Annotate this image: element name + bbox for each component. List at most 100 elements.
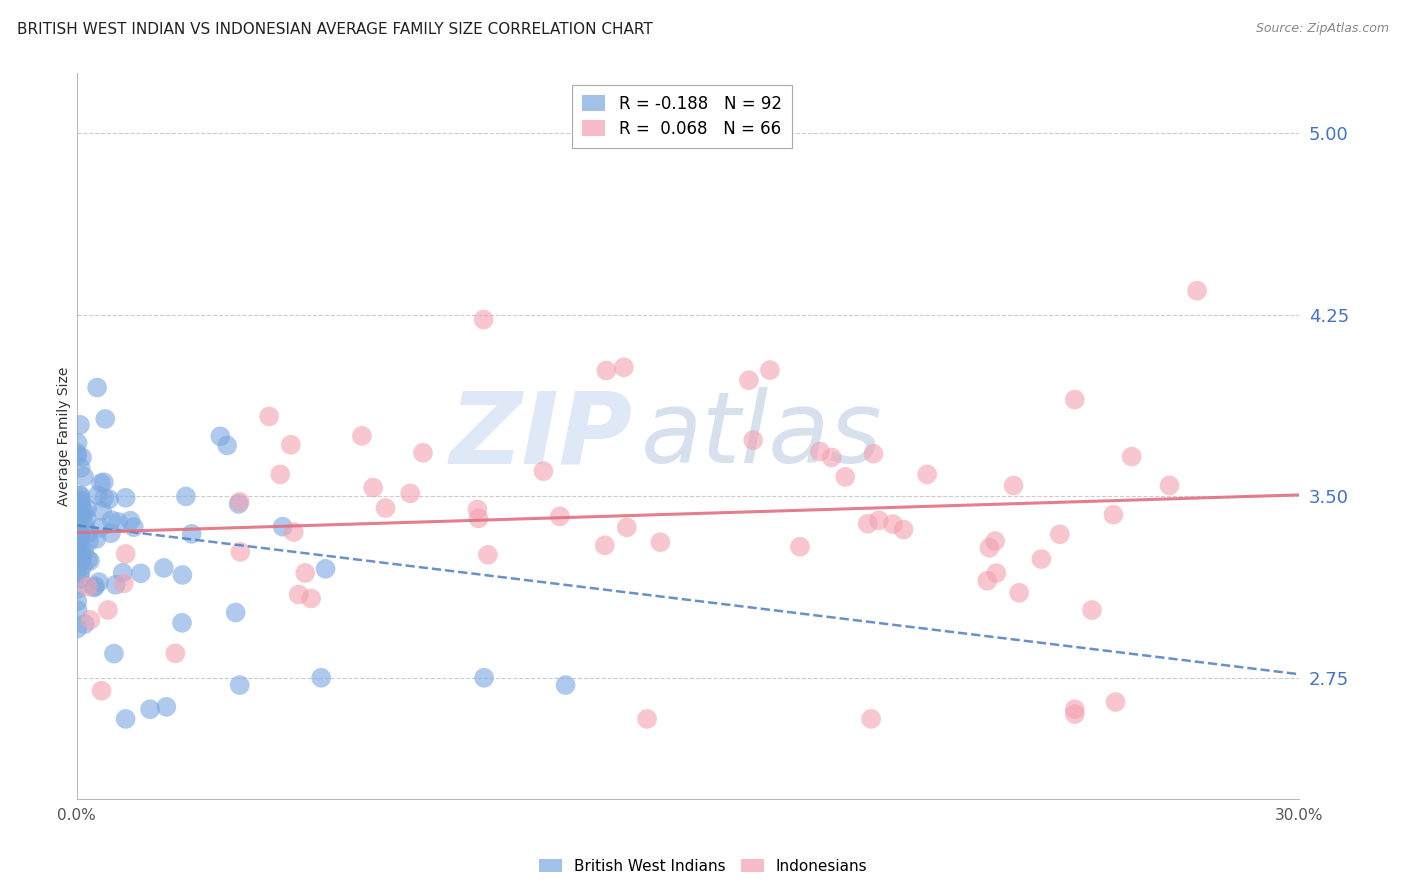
Point — [1049, 527, 1071, 541]
Point — [467, 511, 489, 525]
Point — [350, 429, 373, 443]
Point — [595, 363, 617, 377]
Point — [477, 548, 499, 562]
Point — [70, 549, 93, 564]
Point — [69, 489, 91, 503]
Point — [72, 558, 94, 573]
Point — [94, 412, 117, 426]
Point — [83, 581, 105, 595]
Point — [67, 526, 90, 541]
Point — [862, 447, 884, 461]
Point — [170, 615, 193, 630]
Point — [89, 521, 111, 535]
Point — [87, 575, 110, 590]
Point — [66, 446, 89, 460]
Point — [84, 532, 107, 546]
Legend: R = -0.188   N = 92, R =  0.068   N = 66: R = -0.188 N = 92, R = 0.068 N = 66 — [572, 85, 792, 147]
Point — [984, 534, 1007, 549]
Point — [129, 566, 152, 581]
Point — [269, 467, 291, 482]
Point — [67, 546, 90, 560]
Point — [73, 617, 96, 632]
Point — [361, 481, 384, 495]
Point — [93, 475, 115, 490]
Point — [84, 579, 107, 593]
Point — [1121, 450, 1143, 464]
Point — [165, 646, 187, 660]
Point — [271, 519, 294, 533]
Point — [69, 522, 91, 536]
Point — [114, 491, 136, 505]
Point — [100, 526, 122, 541]
Point — [1008, 586, 1031, 600]
Point — [229, 545, 252, 559]
Point — [66, 449, 89, 463]
Point — [91, 504, 114, 518]
Point — [76, 580, 98, 594]
Point — [73, 469, 96, 483]
Point — [67, 520, 90, 534]
Point — [66, 497, 89, 511]
Point — [90, 683, 112, 698]
Point — [104, 578, 127, 592]
Point — [66, 543, 89, 558]
Point — [69, 417, 91, 432]
Point — [738, 373, 761, 387]
Point — [155, 699, 177, 714]
Point — [66, 522, 89, 536]
Point — [111, 566, 134, 580]
Point — [93, 491, 115, 505]
Point — [1002, 478, 1025, 492]
Point — [821, 450, 844, 465]
Point — [650, 535, 672, 549]
Point — [893, 523, 915, 537]
Point — [79, 554, 101, 568]
Point — [114, 712, 136, 726]
Point — [979, 541, 1001, 555]
Point — [759, 363, 782, 377]
Point — [172, 568, 194, 582]
Point — [66, 594, 89, 608]
Point — [70, 508, 93, 523]
Point — [76, 511, 98, 525]
Point — [616, 520, 638, 534]
Point — [66, 533, 89, 547]
Point — [1063, 392, 1085, 407]
Point — [294, 566, 316, 580]
Point — [315, 562, 337, 576]
Point — [868, 513, 890, 527]
Point — [100, 513, 122, 527]
Point — [742, 433, 765, 447]
Point — [986, 566, 1008, 581]
Text: ZIP: ZIP — [450, 387, 633, 484]
Point — [1102, 508, 1125, 522]
Point — [225, 606, 247, 620]
Point — [98, 492, 121, 507]
Point — [70, 450, 93, 465]
Point — [66, 622, 89, 636]
Point — [66, 549, 89, 564]
Point — [139, 702, 162, 716]
Point — [86, 488, 108, 502]
Point — [76, 501, 98, 516]
Point — [531, 464, 554, 478]
Point — [122, 520, 145, 534]
Point — [758, 804, 780, 818]
Point — [69, 529, 91, 543]
Point — [1063, 702, 1085, 716]
Point — [548, 509, 571, 524]
Point — [103, 647, 125, 661]
Legend: British West Indians, Indonesians: British West Indians, Indonesians — [533, 853, 873, 880]
Point — [73, 544, 96, 558]
Point — [1063, 707, 1085, 722]
Point — [976, 574, 998, 588]
Point — [1081, 603, 1104, 617]
Point — [412, 446, 434, 460]
Point — [66, 504, 89, 518]
Point — [593, 538, 616, 552]
Point — [374, 500, 396, 515]
Point — [180, 526, 202, 541]
Point — [66, 536, 89, 550]
Point — [66, 435, 89, 450]
Point — [856, 516, 879, 531]
